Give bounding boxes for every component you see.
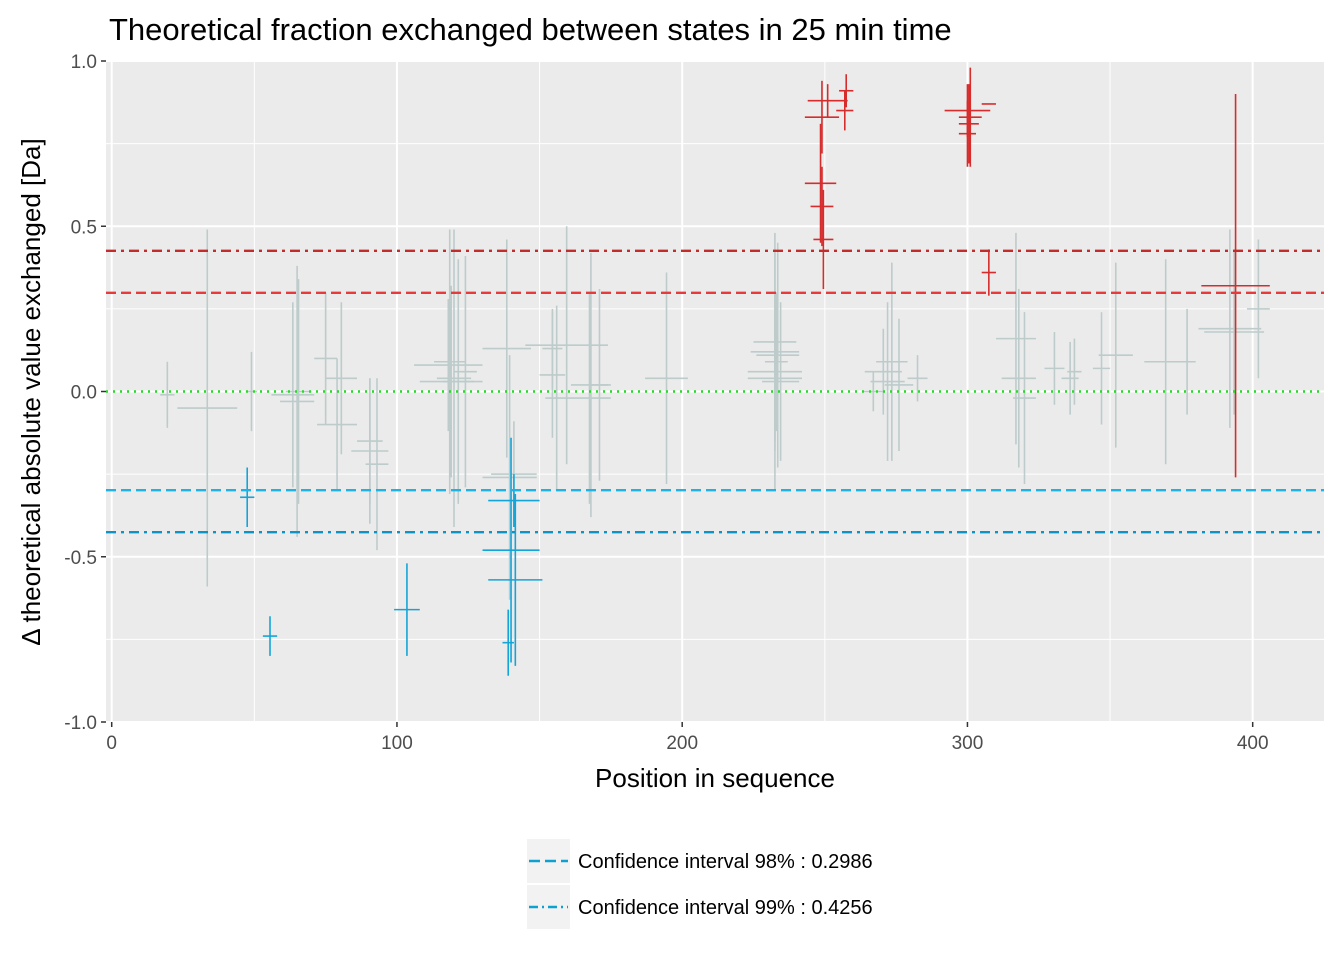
y-axis-title: Δ theoretical absolute value exchanged [… [16, 138, 46, 645]
x-tick-label: 400 [1237, 733, 1269, 754]
y-tick-label: 1.0 [71, 52, 97, 73]
legend-label-99: Confidence interval 99% : 0.4256 [578, 897, 873, 919]
chart-title: Theoretical fraction exchanged between s… [109, 12, 952, 47]
axis-ticks: 0 100 200 300 400 -1.0 -0.5 0.0 0.5 1.0 [64, 52, 1268, 754]
reference-lines [106, 249, 1324, 534]
x-axis-title: Position in sequence [595, 763, 835, 793]
x-tick-label: 200 [666, 733, 698, 754]
y-tick-label: 0.0 [71, 383, 97, 404]
x-tick-label: 100 [381, 733, 413, 754]
series-significant-positive [804, 67, 1270, 478]
series-not-significant [160, 226, 1270, 600]
series-significant-negative [240, 437, 543, 676]
data-marks [160, 67, 1270, 676]
legend-label-98: Confidence interval 98% : 0.2986 [578, 851, 873, 873]
x-tick-label: 0 [106, 733, 117, 754]
x-tick-label: 300 [952, 733, 984, 754]
y-tick-label: -1.0 [64, 713, 97, 734]
y-tick-label: -0.5 [64, 548, 97, 569]
legend: Confidence interval 98% : 0.2986 Confide… [527, 839, 873, 929]
y-tick-label: 0.5 [71, 217, 97, 238]
